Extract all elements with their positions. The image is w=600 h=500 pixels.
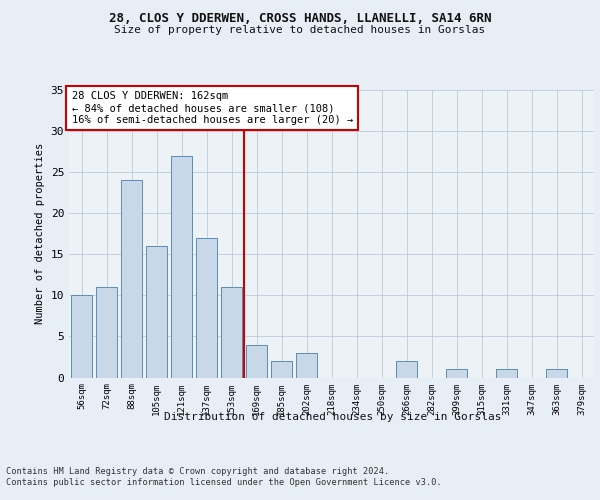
Bar	[121, 180, 142, 378]
Text: 28 CLOS Y DDERWEN: 162sqm
← 84% of detached houses are smaller (108)
16% of semi: 28 CLOS Y DDERWEN: 162sqm ← 84% of detac…	[71, 92, 353, 124]
Bar	[496, 370, 517, 378]
Bar	[546, 370, 567, 378]
Bar	[171, 156, 192, 378]
Text: Contains HM Land Registry data © Crown copyright and database right 2024.
Contai: Contains HM Land Registry data © Crown c…	[6, 468, 442, 487]
Text: Distribution of detached houses by size in Gorslas: Distribution of detached houses by size …	[164, 412, 502, 422]
Bar	[221, 287, 242, 378]
Bar	[196, 238, 217, 378]
Y-axis label: Number of detached properties: Number of detached properties	[35, 143, 45, 324]
Bar	[246, 344, 267, 378]
Bar	[271, 361, 292, 378]
Bar	[446, 370, 467, 378]
Text: Size of property relative to detached houses in Gorslas: Size of property relative to detached ho…	[115, 25, 485, 35]
Bar	[296, 353, 317, 378]
Bar	[146, 246, 167, 378]
Text: 28, CLOS Y DDERWEN, CROSS HANDS, LLANELLI, SA14 6RN: 28, CLOS Y DDERWEN, CROSS HANDS, LLANELL…	[109, 12, 491, 26]
Bar	[71, 296, 92, 378]
Bar	[96, 287, 117, 378]
Bar	[396, 361, 417, 378]
